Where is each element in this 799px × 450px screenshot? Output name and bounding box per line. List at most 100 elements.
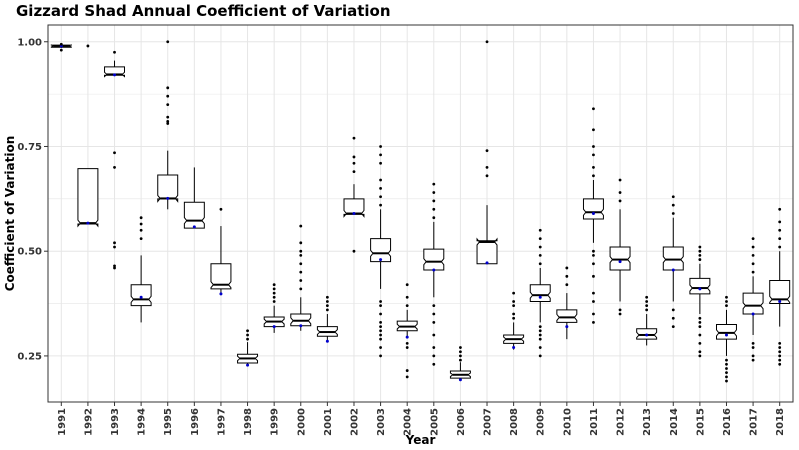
outlier-point [379,186,382,190]
box-2003 [370,145,392,358]
outlier-point [166,119,170,123]
outlier-point [379,325,382,328]
x-tick-label: 2012 [616,408,627,436]
outlier-point [592,321,595,324]
x-tick-label: 2015 [695,408,706,436]
outlier-point [246,337,249,341]
box-body [370,238,392,263]
outlier-point [778,237,782,241]
outlier-point [592,291,595,295]
x-tick-label: 2008 [509,408,520,436]
outlier-point [485,174,489,178]
x-tick-label: 1999 [270,408,281,436]
x-tick-label: 2013 [642,408,653,436]
outlier-point [432,304,436,308]
mean-point [618,260,622,264]
outlier-point [592,174,595,178]
outlier-point [299,224,303,228]
outlier-point [405,304,409,308]
box-1999 [263,283,285,333]
mean-point [166,196,170,200]
x-tick-label: 2006 [456,408,467,436]
mean-point [86,221,90,225]
outlier-point [538,346,542,349]
box-body [130,284,152,307]
x-tick-label: 1991 [57,408,68,436]
outlier-point [139,216,143,220]
outlier-point [751,341,755,345]
y-tick-label: 0.75 [17,142,42,153]
outlier-point [698,341,702,345]
x-tick-label: 2003 [376,408,387,436]
x-tick-label: 2004 [403,408,414,436]
outlier-point [113,245,116,249]
mean-point [352,212,356,215]
x-tick-label: 1993 [110,408,121,436]
outlier-point [538,245,542,249]
box-2013 [636,295,658,346]
outlier-point [352,136,356,140]
outlier-point [432,191,436,194]
mean-point [778,299,782,303]
box-1995 [157,40,179,210]
outlier-point [432,199,436,203]
outlier-point [698,253,702,257]
outlier-point [432,182,436,186]
outlier-point [538,329,542,333]
outlier-point [725,304,728,308]
outlier-point [618,178,622,182]
outlier-point [645,308,649,312]
outlier-point [698,249,702,253]
x-tick-label: 2002 [349,408,360,436]
y-axis-ticks: 0.25 0.50 0.75 1.00 [17,37,48,362]
outlier-point [459,354,462,358]
outlier-point [272,291,276,295]
outlier-point [86,44,90,48]
outlier-point [592,166,595,169]
outlier-point [485,40,489,44]
mean-point [272,325,276,329]
outlier-point [432,346,436,349]
box-2000 [290,224,312,331]
box-body [529,284,551,302]
outlier-point [299,279,303,282]
outlier-point [592,107,595,111]
outlier-point [538,337,542,341]
outlier-point [698,258,702,261]
x-tick-label: 2007 [483,408,494,436]
outlier-point [113,166,116,169]
outlier-point [592,145,595,148]
outlier-point [725,371,728,375]
outlier-point [698,321,702,324]
outlier-point [432,312,436,316]
outlier-point [352,249,356,253]
box-1993 [104,50,125,270]
box-2014 [662,195,684,328]
outlier-point [379,161,382,165]
outlier-point [512,300,516,303]
outlier-point [59,48,63,52]
outlier-point [618,199,622,203]
mean-point [645,333,649,337]
mean-point [325,339,329,343]
x-tick-label: 2009 [536,408,547,436]
x-axis-title: Year [405,433,436,447]
outlier-point [538,262,542,266]
outlier-point [299,287,303,291]
box-body [423,248,445,271]
outlier-point [671,308,675,312]
outlier-point [352,161,356,165]
box-body [662,246,684,271]
box-1991 [50,42,72,52]
outlier-point [219,207,223,211]
box-body [609,246,631,271]
outlier-point [592,153,595,157]
box-2015 [689,245,711,358]
x-axis-ticks: 1991 1992 1993 1994 1995 1996 1997 1998 1999 2000… [57,402,786,436]
box-2007 [476,40,498,265]
outlier-point [698,354,702,358]
outlier-point [113,50,116,54]
outlier-point [671,325,675,328]
outlier-point [538,228,542,232]
